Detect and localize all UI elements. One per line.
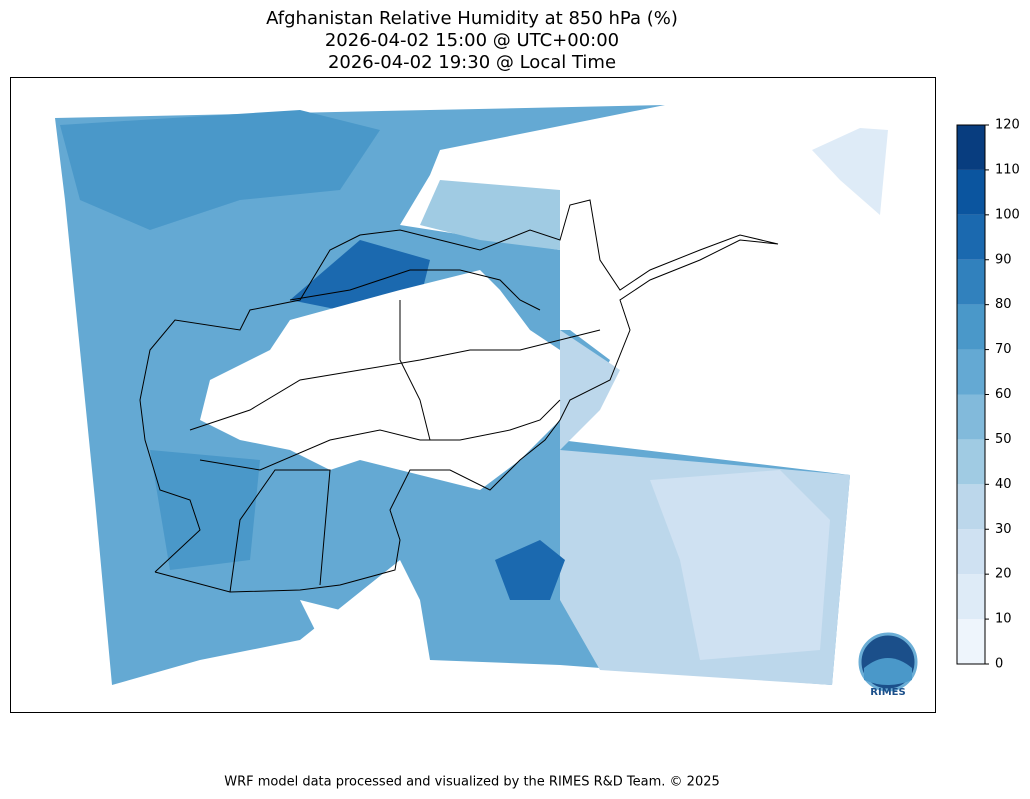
map: RIMES bbox=[10, 77, 936, 713]
logo-text: RIMES bbox=[870, 687, 905, 698]
colorbar-segment bbox=[957, 214, 985, 260]
no-data bbox=[560, 190, 780, 330]
humidity-field bbox=[60, 110, 380, 230]
colorbar-segment bbox=[957, 439, 985, 485]
colorbar-segment bbox=[957, 125, 985, 170]
colorbar-tick-label: 90 bbox=[995, 252, 1012, 267]
utc-time: 2026-04-02 15:00 @ UTC+00:00 bbox=[325, 30, 619, 51]
boundary bbox=[229, 469, 331, 593]
colorbar-tick-label: 60 bbox=[995, 387, 1012, 402]
colorbar-segment bbox=[957, 574, 985, 620]
humidity-field bbox=[650, 470, 830, 660]
colorbar-segment bbox=[957, 304, 985, 350]
boundary bbox=[289, 269, 541, 311]
colorbar-segment bbox=[957, 394, 985, 440]
colorbar-tick-label: 0 bbox=[995, 657, 1003, 672]
colorbar-tick-label: 20 bbox=[995, 567, 1012, 582]
colorbar-segment bbox=[957, 619, 985, 664]
colorbar-tick-label: 100 bbox=[995, 207, 1020, 222]
colorbar-segment bbox=[957, 349, 985, 395]
no-data bbox=[300, 600, 400, 660]
colorbar-segment bbox=[957, 529, 985, 575]
colorbar-tick-label: 40 bbox=[995, 477, 1012, 492]
colorbar-tick-label: 70 bbox=[995, 342, 1012, 357]
colorbar-tick-label: 30 bbox=[995, 522, 1012, 537]
humidity-field bbox=[812, 128, 888, 215]
humidity-field bbox=[495, 540, 565, 600]
no-data bbox=[200, 270, 560, 490]
colorbar-segment bbox=[957, 484, 985, 530]
colorbar-tick-label: 110 bbox=[995, 162, 1020, 177]
local-time: 2026-04-02 19:30 @ Local Time bbox=[328, 52, 616, 73]
boundary bbox=[139, 199, 779, 593]
boundary bbox=[199, 399, 561, 471]
colorbar-segment bbox=[957, 259, 985, 305]
colorbar-tick-label: 10 bbox=[995, 612, 1012, 627]
colorbar-tick-label: 120 bbox=[995, 118, 1020, 133]
logo: RIMES bbox=[858, 632, 918, 698]
title: Afghanistan Relative Humidity at 850 hPa… bbox=[266, 8, 678, 29]
boundary bbox=[189, 329, 601, 431]
colorbar: 0 10 20 30 40 50 60 70 80 90 100 110 120 bbox=[956, 118, 1020, 672]
colorbar-tick-label: 80 bbox=[995, 297, 1012, 312]
boundary bbox=[399, 300, 431, 441]
footer: WRF model data processed and visualized … bbox=[224, 775, 720, 790]
humidity-field bbox=[150, 450, 260, 570]
colorbar-segment bbox=[957, 169, 985, 215]
colorbar-tick-label: 50 bbox=[995, 432, 1012, 447]
